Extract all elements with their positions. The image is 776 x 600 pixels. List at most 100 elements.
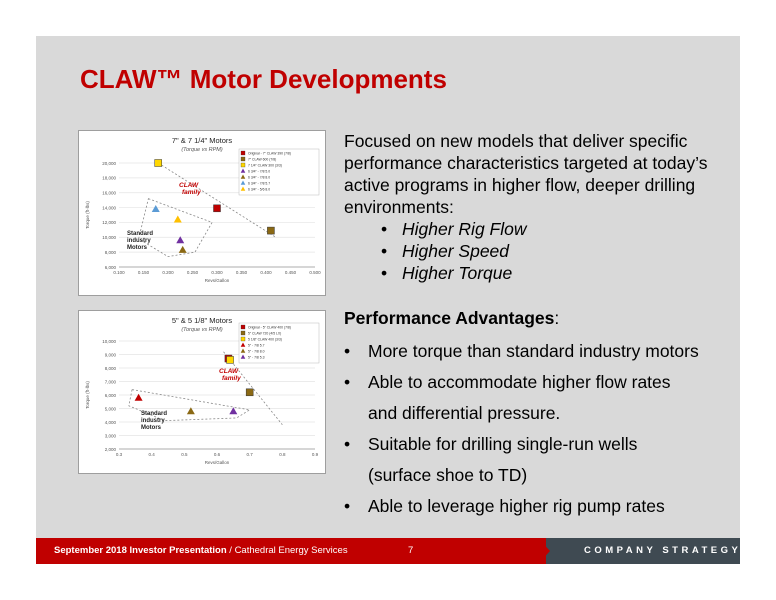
annotation-claw-family: family <box>182 189 201 196</box>
legend-marker <box>240 186 246 191</box>
x-tick-label: 0.7 <box>247 452 254 457</box>
advantage-single-run: Suitable for drilling single-run wells <box>344 429 729 460</box>
footer-chevron <box>538 538 550 564</box>
x-tick-label: 0.100 <box>113 270 125 275</box>
annotation-standard-motors: Standard <box>141 411 167 417</box>
legend-label: 5" - 7/8 5.7 <box>248 344 265 348</box>
footer-company: / Cathedral Energy Services <box>226 545 348 556</box>
legend-label: 7 1/4" CLAW 300 (3/3) <box>248 164 282 168</box>
data-point-triangle <box>186 407 195 415</box>
chart-title: 7" & 7 1/4" Motors <box>172 136 233 145</box>
chart-7in-motors: 7" & 7 1/4" Motors (Torque vs RPM) 6,000 8,… <box>78 130 326 296</box>
legend-marker <box>240 348 246 353</box>
intro-text: Focused on new models that deliver speci… <box>344 131 708 217</box>
data-point-triangle <box>178 245 187 253</box>
data-point-square <box>245 388 254 397</box>
legend-marker <box>240 150 246 156</box>
x-tick-label: 0.400 <box>260 270 272 275</box>
intro-bullets: Higher Rig Flow Higher Speed Higher Torq… <box>344 218 724 284</box>
advantages-heading: Performance Advantages: <box>344 308 559 329</box>
legend: Original - 7" CLAW 390 (7/8) 7" CLAW 600 … <box>238 148 320 196</box>
chart-5in-motors: 5" & 5 1/8" Motors (Torque vs RPM) 2,000 3,… <box>78 310 326 474</box>
annotation-claw: CLAW <box>219 368 239 375</box>
x-tick-label: 0.200 <box>162 270 174 275</box>
x-axis-label: Revs/Gallon <box>205 460 230 465</box>
y-tick-label: 14,000 <box>102 205 116 210</box>
footer-red-band <box>36 538 546 564</box>
legend-box <box>238 322 320 364</box>
advantages-heading-colon: : <box>554 308 560 328</box>
x-tick-label: 0.150 <box>138 270 150 275</box>
x-tick-label: 0.9 <box>312 452 319 457</box>
legend-label: 7" CLAW 600 (7/8) <box>248 158 276 162</box>
y-tick-label: 20,000 <box>102 161 116 166</box>
x-tick-label: 0.350 <box>236 270 248 275</box>
y-tick-label: 8,000 <box>105 366 117 371</box>
footer-presentation-title: September 2018 Investor Presentation <box>54 545 227 556</box>
x-tick-label: 0.5 <box>181 452 188 457</box>
bullet-torque: Higher Torque <box>344 262 724 284</box>
annotation-standard-motors: Standard <box>127 231 153 237</box>
annotation-standard-motors: Motors <box>141 425 162 431</box>
data-point-triangle <box>173 215 182 223</box>
intro-block: Focused on new models that deliver speci… <box>344 130 724 284</box>
annotation-claw-family: family <box>222 375 241 382</box>
y-tick-label: 3,000 <box>105 433 117 438</box>
y-tick-label: 10,000 <box>102 339 116 344</box>
standard-motors-region <box>128 389 251 422</box>
data-point-triangle <box>176 236 185 244</box>
data-point-square <box>154 159 162 167</box>
legend-marker <box>240 180 246 185</box>
legend-label: 5" - 7/8 8.0 <box>248 350 265 354</box>
page-number: 7 <box>408 545 414 556</box>
data-point-triangle <box>229 407 238 415</box>
legend-label: 5 1/8" CLAW 400 (3/3) <box>248 338 282 342</box>
legend-label: 6 3/4" - 7/8 5.0 <box>248 170 270 174</box>
y-tick-label: 6,000 <box>105 393 117 398</box>
legend-marker <box>240 168 246 173</box>
data-point-square <box>267 226 275 235</box>
x-tick-label: 0.250 <box>187 270 199 275</box>
section-label: COMPANY STRATEGY <box>584 545 742 556</box>
advantage-pump-rates: Able to leverage higher rig pump rates <box>344 491 729 522</box>
x-tick-label: 0.300 <box>211 270 223 275</box>
y-tick-label: 6,000 <box>105 265 117 270</box>
y-tick-label: 2,000 <box>105 447 117 452</box>
legend-marker <box>240 162 246 168</box>
footer-bar: September 2018 Investor Presentation / C… <box>36 538 740 564</box>
y-tick-label: 9,000 <box>105 352 117 357</box>
x-tick-label: 0.450 <box>285 270 297 275</box>
annotation-standard-motors: Motors <box>127 245 148 251</box>
data-point-triangle <box>151 205 160 213</box>
legend-label: Original - 5" CLAW 400 (7/8) <box>248 326 291 330</box>
chart-subtitle: (Torque vs RPM) <box>181 147 223 153</box>
y-tick-label: 7,000 <box>105 379 117 384</box>
x-tick-label: 0.500 <box>309 270 321 275</box>
legend-box <box>238 148 320 196</box>
y-axis-label: Torque (ft-lbs) <box>85 201 90 229</box>
y-tick-label: 12,000 <box>102 220 116 225</box>
legend-label: 6 3/4" - 7/8 5.7 <box>248 182 270 186</box>
x-tick-label: 0.8 <box>279 452 286 457</box>
x-tick-label: 0.6 <box>214 452 221 457</box>
data-point-square <box>213 204 221 213</box>
data-point-square <box>226 356 234 364</box>
legend-marker <box>240 156 246 162</box>
legend-marker <box>240 324 246 330</box>
legend-label: 6 3/4" - 7/8 8.0 <box>248 176 270 180</box>
y-tick-label: 4,000 <box>105 420 117 425</box>
annotation-claw: CLAW <box>179 182 199 189</box>
claw-trend-line <box>157 162 277 238</box>
bullet-speed: Higher Speed <box>344 240 724 262</box>
standard-motors-region <box>138 198 213 258</box>
bullet-rig-flow: Higher Rig Flow <box>344 218 724 240</box>
x-tick-label: 0.3 <box>116 452 123 457</box>
x-tick-label: 0.4 <box>149 452 156 457</box>
advantages-list: More torque than standard industry motor… <box>344 336 729 522</box>
legend-label: 6 3/4" - 5/6 8.0 <box>248 188 270 192</box>
annotation-standard-motors: industry <box>127 238 151 244</box>
annotation-standard-motors: industry <box>141 418 165 424</box>
slide: CLAW™ Motor Developments 7" & 7 1/4" Mot… <box>36 36 740 564</box>
footer-dark-band <box>546 538 740 564</box>
legend-marker <box>240 174 246 179</box>
